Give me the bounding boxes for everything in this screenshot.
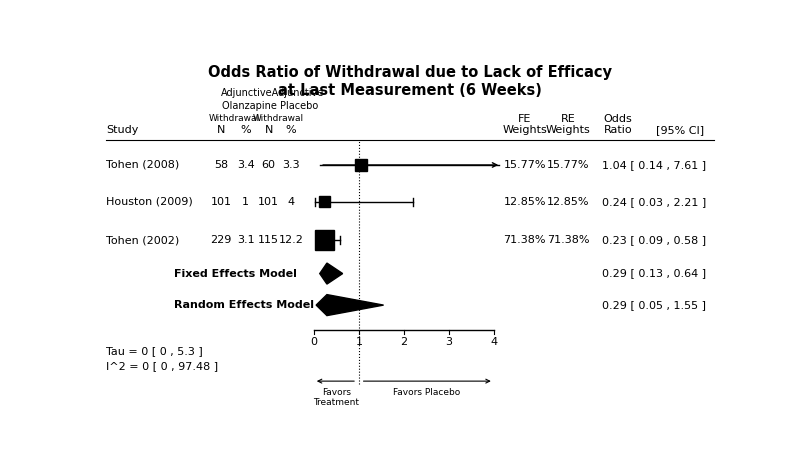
- Text: 0.29 [ 0.13 , 0.64 ]: 0.29 [ 0.13 , 0.64 ]: [602, 268, 706, 278]
- Text: Olanzapine Placebo: Olanzapine Placebo: [222, 101, 318, 111]
- Text: 60: 60: [262, 160, 276, 170]
- Text: 12.85%: 12.85%: [503, 197, 546, 207]
- Text: %: %: [240, 125, 251, 135]
- Text: 3.4: 3.4: [237, 160, 254, 170]
- Text: 58: 58: [214, 160, 228, 170]
- Text: 4: 4: [490, 337, 498, 347]
- Text: Tohen (2008): Tohen (2008): [106, 160, 179, 170]
- Polygon shape: [320, 263, 342, 284]
- Text: 4: 4: [287, 197, 294, 207]
- Text: Odds Ratio of Withdrawal due to Lack of Efficacy
at Last Measurement (6 Weeks): Odds Ratio of Withdrawal due to Lack of …: [208, 65, 612, 97]
- Polygon shape: [316, 294, 383, 316]
- Text: Houston (2009): Houston (2009): [106, 197, 193, 207]
- Text: 15.77%: 15.77%: [547, 160, 590, 170]
- Text: 3.1: 3.1: [237, 235, 254, 245]
- Text: [95% CI]: [95% CI]: [656, 125, 704, 135]
- Bar: [354, 159, 366, 171]
- Bar: [314, 231, 334, 250]
- Text: Favors Placebo: Favors Placebo: [393, 388, 460, 397]
- Text: Withdrawal: Withdrawal: [253, 114, 304, 123]
- Text: 101: 101: [210, 197, 231, 207]
- Text: Fixed Effects Model: Fixed Effects Model: [174, 268, 298, 278]
- Text: 3: 3: [446, 337, 452, 347]
- Text: 101: 101: [258, 197, 279, 207]
- Text: 1: 1: [355, 337, 362, 347]
- Text: Favors
Treatment: Favors Treatment: [314, 388, 359, 407]
- Text: 0: 0: [310, 337, 318, 347]
- Text: FE
Weights: FE Weights: [502, 114, 547, 135]
- Text: 0.24 [ 0.03 , 2.21 ]: 0.24 [ 0.03 , 2.21 ]: [602, 197, 706, 207]
- Text: Withdrawal: Withdrawal: [208, 114, 259, 123]
- Text: AdjunctiveAdjunctive: AdjunctiveAdjunctive: [221, 88, 324, 98]
- Text: 71.38%: 71.38%: [547, 235, 590, 245]
- Text: 71.38%: 71.38%: [503, 235, 546, 245]
- Text: 1: 1: [242, 197, 250, 207]
- Text: 15.77%: 15.77%: [503, 160, 546, 170]
- Text: 3.3: 3.3: [282, 160, 300, 170]
- Text: 1.04 [ 0.14 , 7.61 ]: 1.04 [ 0.14 , 7.61 ]: [602, 160, 706, 170]
- Text: Odds
Ratio: Odds Ratio: [603, 114, 632, 135]
- Text: 229: 229: [210, 235, 231, 245]
- Text: RE
Weights: RE Weights: [546, 114, 590, 135]
- Text: 12.2: 12.2: [278, 235, 303, 245]
- Text: Tau = 0 [ 0 , 5.3 ]: Tau = 0 [ 0 , 5.3 ]: [106, 346, 203, 356]
- Text: I^2 = 0 [ 0 , 97.48 ]: I^2 = 0 [ 0 , 97.48 ]: [106, 361, 218, 371]
- Text: N: N: [217, 125, 225, 135]
- Text: 12.85%: 12.85%: [547, 197, 590, 207]
- Text: N: N: [265, 125, 273, 135]
- Text: Random Effects Model: Random Effects Model: [174, 300, 314, 310]
- Bar: [319, 196, 330, 207]
- Text: 0.23 [ 0.09 , 0.58 ]: 0.23 [ 0.09 , 0.58 ]: [602, 235, 706, 245]
- Text: 115: 115: [258, 235, 279, 245]
- Text: Tohen (2002): Tohen (2002): [106, 235, 179, 245]
- Text: 2: 2: [400, 337, 407, 347]
- Text: %: %: [286, 125, 296, 135]
- Text: Study: Study: [106, 125, 138, 135]
- Text: 0.29 [ 0.05 , 1.55 ]: 0.29 [ 0.05 , 1.55 ]: [602, 300, 706, 310]
